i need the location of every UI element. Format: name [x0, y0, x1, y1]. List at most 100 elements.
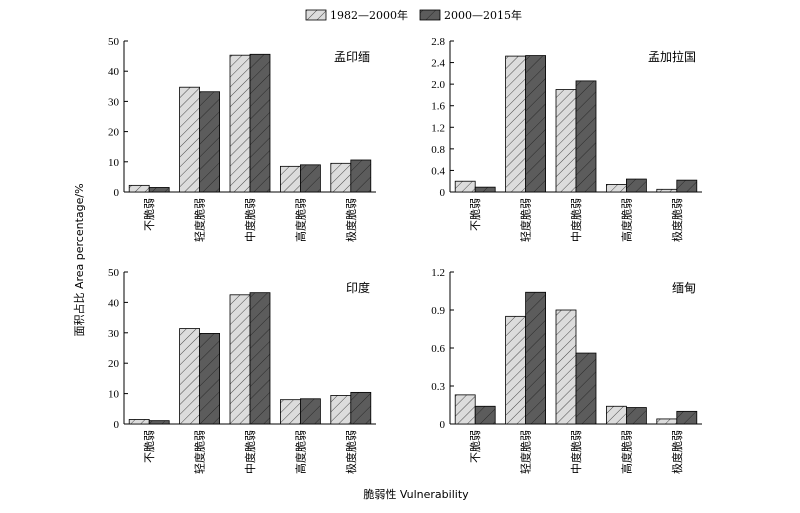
category-label: 轻度脆弱 [519, 198, 533, 242]
bar-series1 [229, 294, 251, 425]
category-label: 轻度脆弱 [193, 430, 207, 474]
bar-series2 [676, 179, 698, 193]
bar-series2 [474, 405, 496, 425]
panel-title: 印度 [346, 280, 370, 295]
category-label: 极度脆弱 [344, 198, 358, 242]
bar-series2 [199, 91, 221, 193]
panel-title: 孟加拉国 [648, 49, 696, 64]
bar-series1 [555, 89, 577, 193]
y-axis-label: 面积占比 Area percentage/% [72, 183, 86, 336]
y-tick-label: 20 [108, 127, 120, 139]
category-label: 不脆弱 [468, 430, 482, 463]
y-tick-label: 0.4 [431, 165, 445, 177]
y-tick-label: 10 [108, 157, 120, 169]
y-tick-label: 1.2 [431, 267, 445, 279]
y-tick-label: 0 [114, 419, 120, 431]
bar-series2 [575, 352, 597, 425]
y-tick-label: 0.9 [431, 305, 445, 317]
bar-series1 [128, 419, 150, 425]
bar-series1 [454, 180, 476, 193]
bar-series2 [626, 407, 647, 425]
y-tick-label: 0 [440, 187, 446, 199]
bar-series2 [249, 292, 271, 425]
category-label: 极度脆弱 [344, 430, 358, 474]
legend-swatch-series1 [305, 9, 327, 21]
bar-series2 [350, 391, 372, 425]
y-tick-label: 40 [108, 66, 120, 78]
legend-label-series1: 1982—2000年 [330, 8, 408, 22]
y-tick-label: 30 [108, 328, 120, 340]
bar-series1 [606, 184, 627, 193]
bar-series2 [575, 80, 597, 193]
bar-series1 [555, 309, 577, 425]
category-label: 高度脆弱 [619, 198, 633, 242]
category-label: 高度脆弱 [293, 430, 307, 474]
bar-series2 [474, 186, 496, 193]
y-tick-label: 20 [108, 358, 120, 370]
category-label: 不脆弱 [142, 198, 156, 231]
category-label: 极度脆弱 [670, 430, 684, 474]
panel-bmim: 0 10 20 30 40 50 不脆弱 轻度脆弱 中度脆弱 高度脆弱 极度脆弱 孟印缅 [108, 36, 376, 242]
panel-india: 0 10 20 30 40 50 不脆弱 轻度脆弱 中度脆弱 高度脆弱 极度脆弱 印度 [108, 267, 376, 474]
bar-series1 [505, 315, 527, 425]
y-tick-label: 2.8 [431, 36, 445, 48]
y-tick-label: 50 [108, 267, 120, 279]
bar-series2 [626, 178, 647, 193]
bar-series2 [148, 420, 170, 425]
panel-bangladesh: 0 0.4 0.8 1.2 1.6 2.0 2.4 2.8 不脆弱 轻度脆弱 中度脆弱 高度脆弱 极度脆… [431, 36, 702, 242]
y-tick-label: 30 [108, 96, 120, 108]
bar-series2 [676, 410, 698, 425]
y-tick-label: 0.8 [431, 144, 445, 156]
x-axis-label: 脆弱性 Vulnerability [363, 487, 469, 501]
y-tick-label: 2.0 [431, 79, 445, 91]
bar-series1 [279, 399, 301, 425]
category-label: 中度脆弱 [569, 430, 583, 474]
y-tick-label: 2.4 [431, 58, 445, 70]
y-tick-label: 50 [108, 36, 120, 48]
y-tick-label: 0 [440, 419, 446, 431]
y-tick-label: 1.2 [431, 122, 445, 134]
category-label: 中度脆弱 [243, 198, 257, 242]
category-label: 轻度脆弱 [193, 198, 207, 242]
category-label: 高度脆弱 [293, 198, 307, 242]
bar-series1 [656, 188, 678, 193]
bar-series1 [279, 165, 301, 193]
bar-series1 [128, 184, 150, 193]
bar-series1 [505, 55, 527, 193]
y-tick-label: 40 [108, 297, 120, 309]
panel-myanmar: 0 0.3 0.6 0.9 1.2 不脆弱 轻度脆弱 中度脆弱 高度脆弱 极度脆弱 缅甸 [431, 267, 702, 474]
bar-series1 [179, 328, 201, 425]
bar-series1 [229, 54, 251, 193]
bar-series2 [199, 333, 221, 425]
category-label: 中度脆弱 [569, 198, 583, 242]
category-label: 不脆弱 [142, 430, 156, 463]
category-label: 高度脆弱 [619, 430, 633, 474]
bar-series2 [249, 53, 271, 193]
panel-title: 孟印缅 [334, 50, 370, 64]
bar-series2 [299, 164, 321, 193]
panel-title: 缅甸 [672, 281, 696, 295]
category-label: 不脆弱 [468, 198, 482, 231]
y-tick-label: 10 [108, 389, 120, 401]
bar-series2 [299, 398, 321, 425]
bar-series1 [330, 395, 352, 425]
bar-series2 [148, 187, 170, 193]
bar-series2 [525, 55, 546, 193]
legend-swatch-series2 [419, 9, 441, 21]
legend-label-series2: 2000—2015年 [444, 8, 522, 22]
y-tick-label: 0.6 [431, 343, 445, 355]
category-label: 中度脆弱 [243, 430, 257, 474]
category-label: 轻度脆弱 [519, 430, 533, 474]
y-tick-label: 1.6 [431, 101, 445, 113]
y-tick-label: 0.3 [431, 381, 445, 393]
bar-series1 [179, 86, 201, 193]
bar-series1 [606, 405, 627, 425]
bar-series1 [656, 418, 678, 425]
bar-series1 [454, 394, 476, 425]
legend: 1982—2000年 2000—2015年 [305, 8, 522, 22]
category-label: 极度脆弱 [670, 198, 684, 242]
bar-series2 [350, 159, 372, 193]
y-tick-label: 0 [114, 187, 120, 199]
bar-series2 [525, 291, 546, 425]
